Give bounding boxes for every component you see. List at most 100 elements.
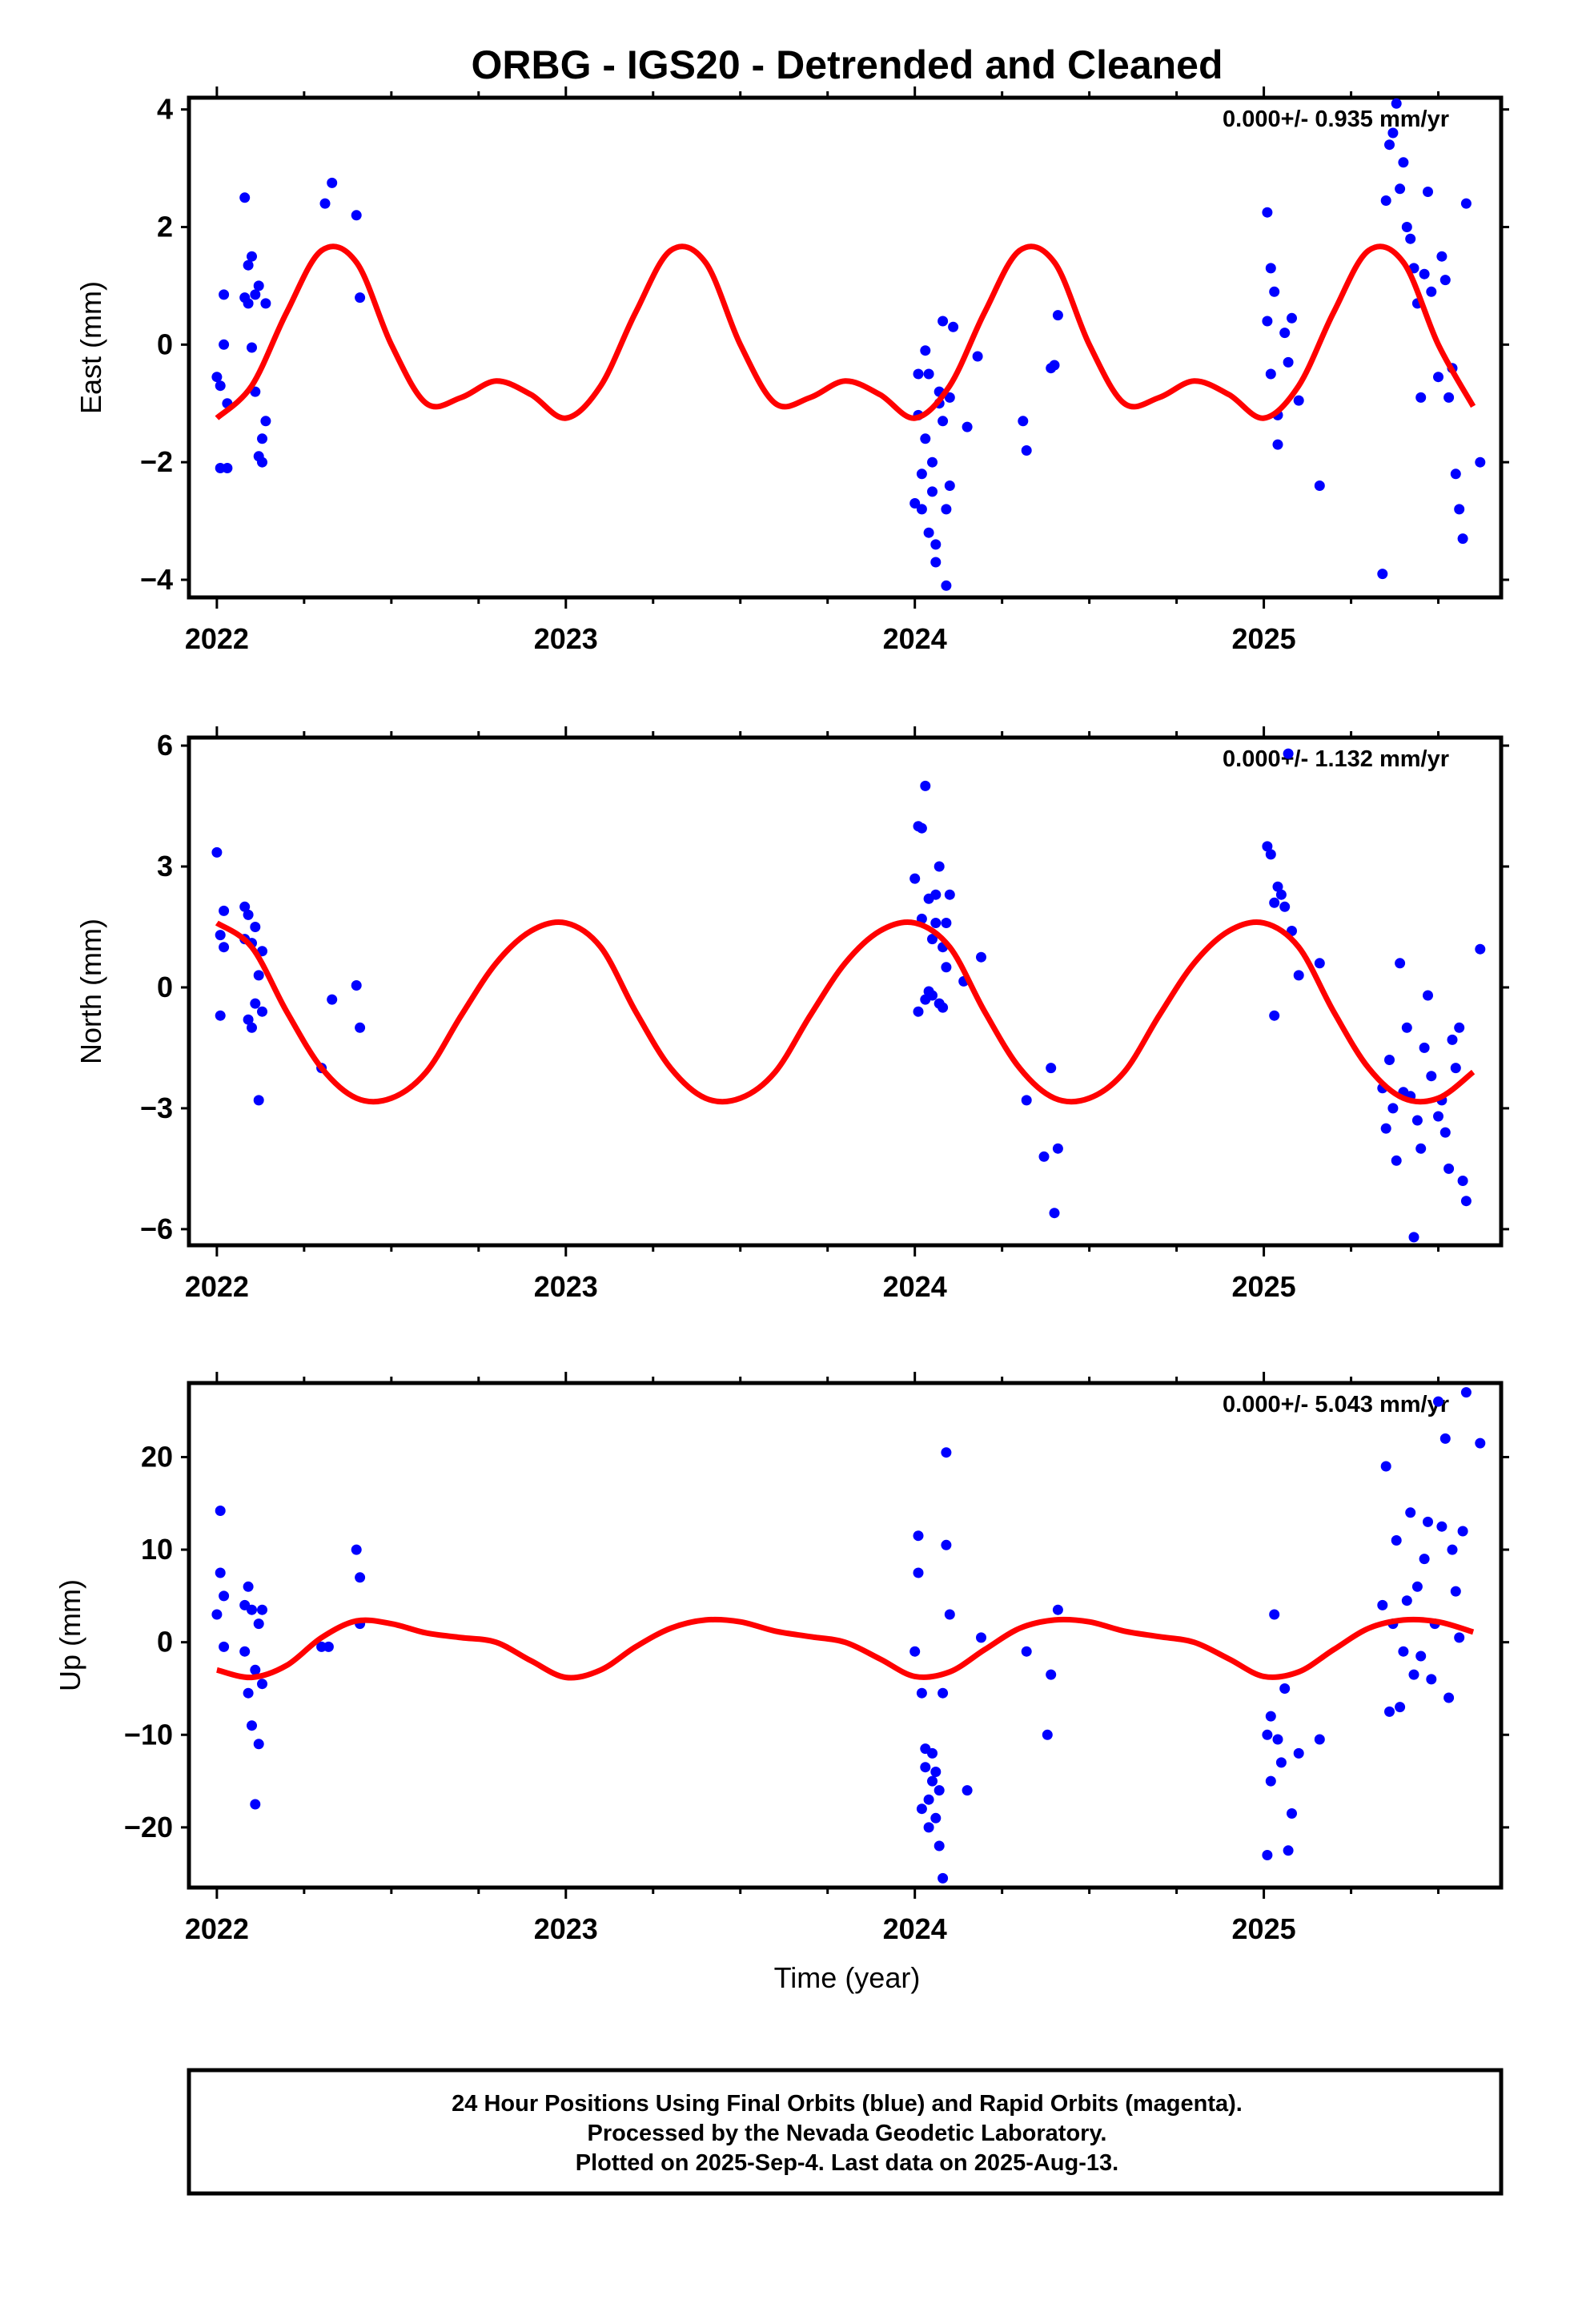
data-point-north bbox=[219, 905, 230, 916]
data-point-up bbox=[351, 1544, 362, 1555]
data-point-north bbox=[1415, 1143, 1427, 1154]
data-point-east bbox=[1380, 195, 1391, 206]
data-point-up bbox=[1439, 1433, 1451, 1444]
plot-frame-north bbox=[187, 735, 1504, 1248]
data-point-north bbox=[1475, 943, 1486, 955]
figure-title: ORBG - IGS20 - Detrended and Cleaned bbox=[471, 42, 1223, 87]
data-point-east bbox=[327, 177, 338, 188]
data-point-up bbox=[920, 1762, 931, 1773]
data-point-east bbox=[250, 289, 261, 300]
data-point-north bbox=[243, 909, 254, 920]
data-point-east bbox=[916, 504, 927, 515]
data-point-up bbox=[1262, 1729, 1273, 1740]
data-point-north bbox=[916, 822, 927, 834]
data-point-east bbox=[1443, 392, 1455, 403]
y-tick-label-east: −4 bbox=[140, 563, 173, 596]
y-tick-label-up: 20 bbox=[141, 1440, 173, 1473]
data-point-up bbox=[1275, 1757, 1287, 1768]
data-point-east bbox=[1262, 316, 1273, 327]
data-point-up bbox=[1426, 1674, 1437, 1685]
y-tick-label-east: 2 bbox=[157, 211, 173, 243]
data-point-up bbox=[1021, 1646, 1032, 1657]
data-point-north bbox=[1391, 1155, 1402, 1166]
data-point-east bbox=[1377, 569, 1388, 580]
data-point-east bbox=[1283, 356, 1294, 368]
data-point-north bbox=[1443, 1163, 1455, 1174]
data-point-east bbox=[948, 321, 959, 332]
data-point-up bbox=[1042, 1729, 1053, 1740]
data-point-east bbox=[351, 210, 362, 221]
data-point-east bbox=[1436, 251, 1447, 262]
data-point-up bbox=[1279, 1683, 1291, 1694]
data-point-up bbox=[355, 1572, 366, 1583]
data-point-east bbox=[222, 463, 233, 473]
data-point-up bbox=[927, 1747, 938, 1759]
data-point-east bbox=[1052, 310, 1063, 321]
data-point-north bbox=[1387, 1103, 1399, 1114]
plot-frame-east bbox=[187, 95, 1504, 600]
model-curve-north bbox=[215, 919, 1476, 1105]
model-curve-up bbox=[216, 1616, 1475, 1681]
data-point-north bbox=[927, 934, 938, 945]
data-point-north bbox=[1265, 849, 1276, 860]
data-point-north bbox=[1401, 1022, 1412, 1033]
data-point-north bbox=[250, 998, 261, 1009]
data-point-east bbox=[944, 392, 955, 403]
data-point-up bbox=[1408, 1669, 1419, 1680]
x-tick-label-east: 2025 bbox=[1232, 622, 1296, 655]
plot-frame-up bbox=[187, 1381, 1504, 1890]
data-point-east bbox=[243, 298, 254, 309]
data-point-east bbox=[930, 557, 942, 568]
data-point-east bbox=[1415, 392, 1427, 403]
footer-line-3: Plotted on 2025-Sep-4. Last data on 2025… bbox=[576, 2150, 1118, 2176]
data-point-east bbox=[913, 368, 924, 380]
data-point-north bbox=[351, 980, 362, 991]
data-point-up bbox=[1384, 1706, 1395, 1717]
data-point-north bbox=[1314, 958, 1325, 969]
data-point-up bbox=[1447, 1544, 1458, 1555]
series-points-up bbox=[211, 1387, 1486, 1884]
data-point-east bbox=[219, 339, 230, 350]
data-point-east bbox=[920, 345, 931, 356]
data-point-up bbox=[923, 1794, 934, 1805]
y-ticks-up: −20 −10 0 10 20 bbox=[124, 1440, 1509, 1844]
data-point-north bbox=[1447, 1034, 1458, 1045]
data-point-east bbox=[1426, 286, 1437, 297]
data-point-north bbox=[1408, 1232, 1419, 1243]
data-point-east bbox=[1419, 268, 1430, 279]
data-point-north bbox=[215, 930, 226, 941]
data-point-east bbox=[355, 292, 366, 304]
data-point-east bbox=[941, 580, 952, 591]
data-point-up bbox=[1272, 1734, 1283, 1745]
data-point-up bbox=[215, 1567, 226, 1578]
data-point-up bbox=[913, 1530, 924, 1542]
data-point-up bbox=[923, 1822, 934, 1833]
data-point-up bbox=[219, 1590, 230, 1602]
data-point-up bbox=[1265, 1775, 1276, 1787]
data-point-north bbox=[1283, 748, 1294, 759]
data-point-north bbox=[1052, 1143, 1063, 1154]
x-tick-label-up: 2024 bbox=[883, 1912, 947, 1945]
data-point-up bbox=[1398, 1646, 1409, 1657]
data-point-north bbox=[1454, 1022, 1465, 1033]
data-point-north bbox=[1439, 1127, 1451, 1138]
data-point-east bbox=[1021, 445, 1032, 456]
data-point-up bbox=[1460, 1387, 1472, 1398]
data-point-up bbox=[1454, 1632, 1465, 1643]
data-point-up bbox=[1436, 1521, 1447, 1532]
data-point-up bbox=[243, 1687, 254, 1699]
data-point-north bbox=[215, 1010, 226, 1021]
data-point-north bbox=[976, 951, 986, 963]
data-point-east bbox=[1262, 207, 1273, 218]
data-point-up bbox=[909, 1646, 921, 1657]
data-point-north bbox=[257, 946, 267, 957]
data-point-up bbox=[211, 1609, 223, 1620]
data-point-north bbox=[211, 846, 223, 858]
data-point-up bbox=[916, 1803, 927, 1815]
data-point-up bbox=[1052, 1604, 1063, 1615]
data-point-up bbox=[1395, 1702, 1406, 1713]
data-point-north bbox=[1279, 901, 1291, 912]
data-point-up bbox=[250, 1664, 261, 1675]
x-ticks-north: 2022 2023 2024 2025 bbox=[185, 726, 1440, 1303]
rate-label-east: 0.000+/- 0.935 mm/yr bbox=[1223, 107, 1449, 132]
